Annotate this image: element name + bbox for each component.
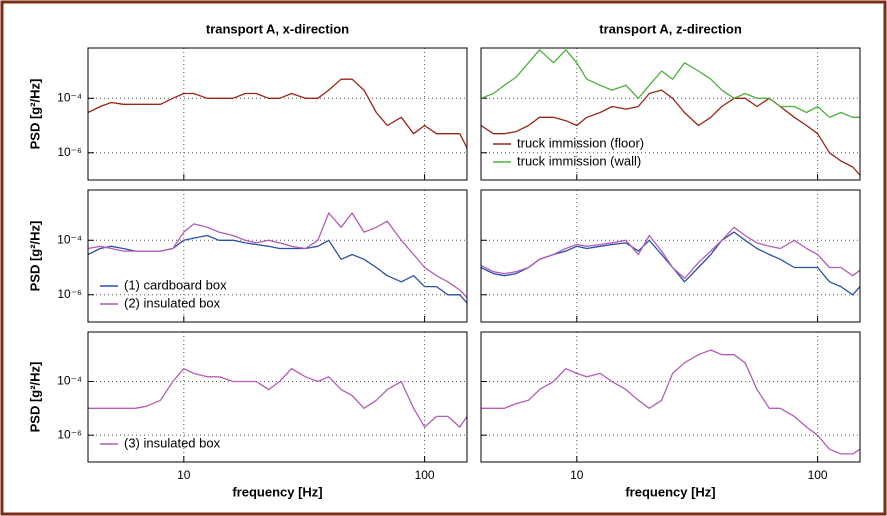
psd-line [480,49,860,118]
panel-title: transport A, z-direction [599,21,742,36]
psd-line [480,226,861,280]
y-tick-label: 10⁻⁶ [57,427,82,441]
y-tick-label: 10⁻⁶ [57,145,82,159]
y-tick-label: 10⁻⁴ [57,374,82,388]
psd-line [88,368,468,428]
legend-label: (3) insulated box [124,435,221,450]
psd-line [480,89,861,176]
panel-frame [87,331,468,463]
panel-frame [480,47,861,181]
y-axis-label: PSD [g²/Hz] [27,221,42,292]
legend-label: (1) cardboard box [124,277,227,292]
x-axis-label: frequency [Hz] [625,484,715,499]
x-tick-label: 10 [177,468,191,482]
x-tick-label: 100 [808,468,828,482]
y-tick-label: 10⁻⁴ [57,90,82,104]
x-tick-label: 100 [415,468,435,482]
y-tick-label: 10⁻⁶ [57,287,82,301]
legend-label: truck immission (floor) [517,135,644,150]
panel-frame [87,189,468,323]
panel-title: transport A, x-direction [206,21,349,36]
x-tick-label: 10 [570,468,584,482]
y-axis-label: PSD [g²/Hz] [27,79,42,150]
y-tick-label: 10⁻⁴ [57,232,82,246]
y-axis-label: PSD [g²/Hz] [27,362,42,433]
panel-frame [480,331,861,463]
panel-frame [87,47,468,181]
psd-line [87,212,468,298]
legend-label: truck immission (wall) [517,153,641,168]
psd-line [481,349,861,455]
legend-label: (2) insulated box [124,295,221,310]
panel-frame [480,189,861,323]
psd-line [87,78,468,149]
x-axis-label: frequency [Hz] [232,484,322,499]
